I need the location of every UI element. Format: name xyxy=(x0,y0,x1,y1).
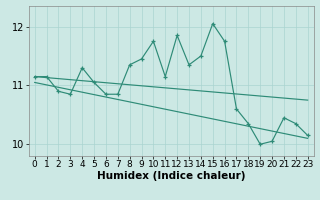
X-axis label: Humidex (Indice chaleur): Humidex (Indice chaleur) xyxy=(97,171,245,181)
